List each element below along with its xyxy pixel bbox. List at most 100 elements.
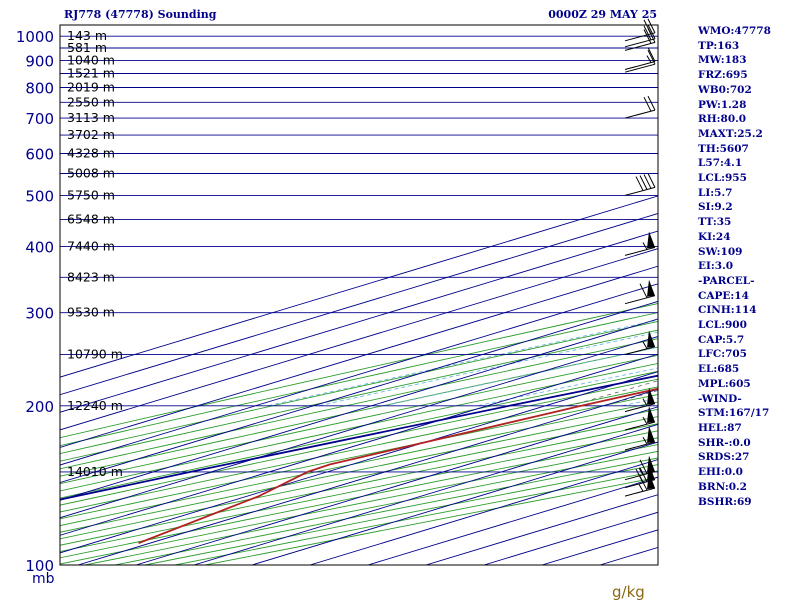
wind-barb (624, 425, 656, 451)
height-level-label: 1040 m (67, 52, 115, 67)
stat-item: SI:9.2 (698, 201, 733, 214)
pressure-tick-label: 600 (25, 146, 54, 164)
stat-item: LI:5.7 (698, 186, 733, 199)
isotherm (135, 406, 658, 565)
wind-barb-shaft (624, 186, 656, 196)
isotherm (309, 459, 658, 565)
dry-adiabat (60, 329, 658, 462)
dry-adiabat (60, 394, 658, 520)
dry-adiabat (60, 362, 658, 492)
wind-barb-shaft (624, 32, 656, 42)
wind-barb-flag (647, 330, 655, 348)
pressure-tick-label: 800 (25, 80, 54, 98)
stat-item: WMO:47778 (698, 25, 771, 37)
stat-item: CINH:114 (698, 304, 757, 317)
stat-item: TH:5607 (698, 142, 749, 155)
pressure-tick-label: 500 (25, 187, 54, 205)
stat-item: LCL:955 (698, 172, 747, 185)
dry-adiabat (60, 423, 658, 546)
pressure-tick-label: 200 (25, 398, 54, 416)
height-level-label: 2019 m (67, 80, 115, 95)
wind-barb-feather (647, 47, 656, 62)
height-level-label: 2550 m (67, 94, 115, 109)
height-level-label: 1521 m (67, 66, 115, 81)
wind-barb-feather (639, 467, 648, 483)
stat-item: HEL:87 (698, 421, 742, 434)
stat-item: MAXT:25.2 (698, 127, 763, 140)
isotherm (60, 318, 658, 501)
stat-item: SHR-:0.0 (698, 436, 751, 449)
wind-barb-shaft (624, 346, 656, 356)
height-level-label: 3113 m (67, 110, 115, 125)
isotherm (60, 353, 658, 536)
dry-adiabat (60, 444, 658, 565)
isotherm (60, 300, 658, 484)
dry-adiabat (60, 370, 658, 499)
stat-item: CAP:5.7 (698, 333, 745, 346)
isotherm (251, 441, 658, 565)
plot-frame (59, 24, 659, 566)
wind-barb-shaft (624, 41, 656, 51)
height-level-label: 9530 m (67, 305, 115, 320)
dry-adiabat (60, 430, 658, 553)
wind-barb-shaft (624, 61, 656, 70)
wind-barb (624, 24, 656, 48)
stat-item: STM:167/17 (698, 407, 770, 420)
pressure-unit-label: mb (32, 571, 55, 587)
wind-barb-shaft (624, 487, 656, 497)
mixing-ratio-unit-label: g/kg (612, 583, 645, 600)
wind-barb-flag (647, 472, 655, 490)
stat-item: -PARCEL- (698, 274, 755, 287)
stat-item: MPL:605 (698, 377, 751, 390)
isotherm (77, 388, 658, 565)
wind-barb-half-feather (646, 55, 652, 63)
wind-barb-half-feather (642, 398, 648, 407)
stat-item: CAPE:14 (698, 289, 749, 302)
stat-item: FRZ:695 (698, 69, 748, 82)
wind-barb-feather (647, 173, 656, 188)
isotherm (60, 283, 658, 466)
height-level-label: 8423 m (67, 269, 115, 284)
stat-item: -WIND- (698, 392, 742, 405)
wind-barb-feather (635, 176, 644, 191)
isotherm (193, 423, 658, 565)
dry-adiabat (60, 401, 658, 527)
wind-barb-feather (639, 459, 648, 475)
wind-barb-feather (639, 475, 648, 491)
wind-barb-half-feather (642, 341, 648, 349)
height-level-label: 581 m (67, 40, 107, 55)
wind-barb-feather (639, 283, 648, 299)
wind-barb (624, 28, 656, 51)
wind-barb-flag (647, 425, 655, 443)
wind-barb (624, 231, 656, 256)
wind-barb (624, 49, 656, 73)
wind-barb-shaft (624, 38, 656, 48)
temperature-trace (138, 387, 658, 544)
wind-barb-shaft (624, 109, 656, 119)
stat-item: SW:109 (698, 245, 743, 258)
wind-barb-feather (647, 24, 656, 40)
wind-barb-flag (647, 279, 655, 297)
height-level-label: 7440 m (67, 239, 115, 254)
wind-barb (624, 279, 656, 305)
pressure-tick-label: 100 (25, 557, 54, 575)
dry-adiabat (60, 408, 658, 533)
wind-barb (624, 47, 656, 70)
dry-adiabat (60, 312, 658, 447)
sounding-title: RJ778 (47778) Sounding (64, 8, 217, 21)
wind-barb-feather (647, 95, 656, 111)
isotherm (60, 248, 658, 431)
dry-adiabat (60, 338, 658, 470)
wind-barb-shaft (624, 403, 656, 413)
wind-barb-feather (647, 49, 656, 65)
stat-item: SRDS:27 (698, 451, 750, 464)
pressure-tick-label: 1000 (16, 28, 54, 46)
dry-adiabat (60, 346, 658, 477)
height-level-label: 6548 m (67, 212, 115, 227)
wind-barb (624, 472, 656, 497)
wind-barb-shaft (624, 246, 656, 256)
stat-item: EHI:0.0 (698, 466, 743, 479)
height-level-label: 5750 m (67, 187, 115, 202)
isotherm (60, 195, 658, 378)
wind-barb (624, 387, 656, 413)
